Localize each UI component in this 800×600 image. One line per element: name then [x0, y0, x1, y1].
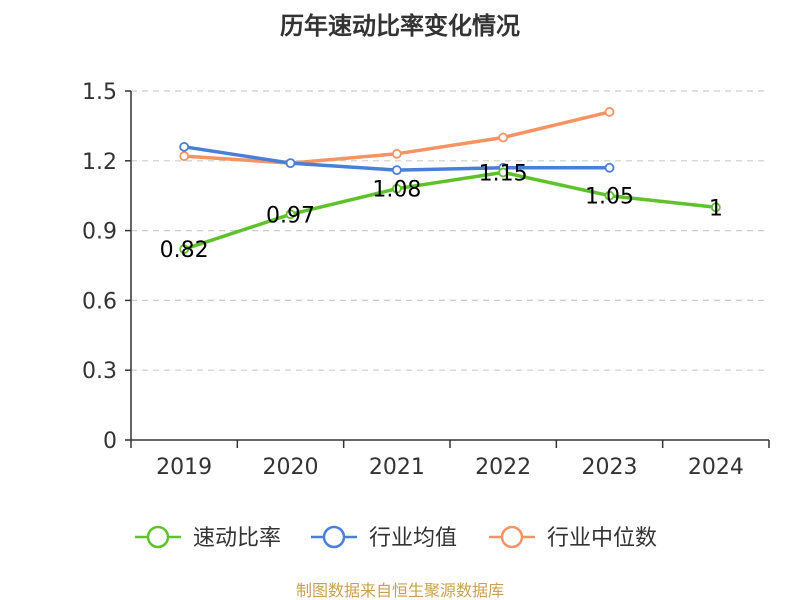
chart-title: 历年速动比率变化情况 — [280, 12, 520, 40]
y-tick-label: 0.3 — [82, 359, 117, 384]
data-point[interactable] — [391, 183, 402, 194]
data-label: 1.05 — [585, 185, 634, 210]
y-tick-label: 1.2 — [82, 150, 117, 175]
y-tick-label: 1.5 — [82, 80, 117, 105]
legend-label: 行业中位数 — [547, 526, 657, 551]
data-point[interactable] — [179, 244, 190, 255]
axes: 0 0.3 0.6 0.9 1.2 1.5 2019 2020 2021 2022 2023 2024 — [82, 80, 770, 480]
x-tick-label: 2021 — [369, 455, 425, 480]
legend-marker — [146, 525, 170, 549]
data-label: 1.08 — [372, 178, 421, 203]
grid — [131, 90, 769, 371]
data-label: 0.82 — [160, 238, 209, 263]
data-point[interactable] — [710, 202, 721, 213]
series-line-0 — [182, 170, 718, 251]
legend-marker — [322, 525, 346, 549]
x-tick-label: 2024 — [688, 455, 744, 480]
source-note: 制图数据来自恒生聚源数据库 — [296, 581, 504, 600]
legend-label: 行业均值 — [369, 526, 457, 551]
x-tick-label: 2022 — [475, 455, 531, 480]
x-tick-label: 2020 — [263, 455, 319, 480]
data-point[interactable] — [604, 190, 615, 201]
y-tick-label: 0 — [103, 429, 117, 454]
data-point[interactable] — [604, 162, 615, 173]
data-point[interactable] — [604, 107, 615, 117]
data-point[interactable] — [179, 141, 190, 152]
x-tick-label: 2023 — [582, 455, 638, 480]
legend-label: 速动比率 — [193, 526, 281, 551]
legend[interactable]: 速动比率 行业均值 行业中位数 — [135, 525, 657, 551]
data-label: 0.97 — [266, 203, 315, 228]
x-tick-label: 2019 — [156, 455, 212, 480]
legend-marker — [500, 525, 524, 549]
data-point[interactable] — [285, 209, 296, 220]
data-point[interactable] — [498, 167, 509, 178]
series — [179, 107, 721, 255]
data-point[interactable] — [391, 148, 402, 159]
data-point[interactable] — [391, 165, 402, 176]
legend-item-0[interactable]: 速动比率 — [135, 525, 281, 551]
data-label: 1.15 — [479, 161, 528, 186]
legend-item-2[interactable]: 行业中位数 — [489, 525, 657, 551]
y-tick-label: 0.6 — [82, 289, 117, 314]
data-point[interactable] — [179, 151, 190, 162]
data-point[interactable] — [498, 132, 509, 143]
data-point[interactable] — [285, 158, 296, 169]
legend-item-1[interactable]: 行业均值 — [311, 525, 457, 551]
data-label: 1 — [709, 196, 723, 221]
y-tick-label: 0.9 — [82, 220, 117, 245]
data-labels: 0.82 0.97 1.08 1.15 1.05 1 — [160, 161, 723, 263]
